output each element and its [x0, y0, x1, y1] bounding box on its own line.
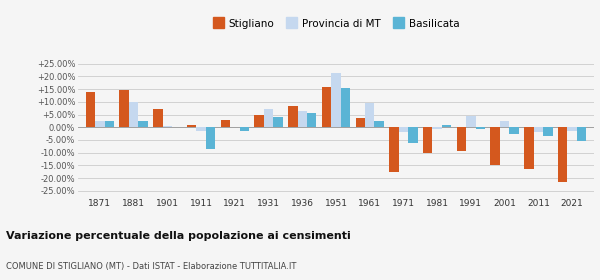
- Bar: [524, 127, 533, 169]
- Bar: [509, 127, 519, 134]
- Bar: [95, 121, 104, 127]
- Bar: [423, 127, 433, 153]
- Bar: [163, 126, 172, 127]
- Bar: [86, 92, 95, 127]
- Bar: [288, 106, 298, 127]
- Bar: [365, 103, 374, 127]
- Bar: [221, 120, 230, 127]
- Text: Variazione percentuale della popolazione ai censimenti: Variazione percentuale della popolazione…: [6, 231, 351, 241]
- Bar: [408, 127, 418, 143]
- Bar: [399, 127, 408, 132]
- Bar: [457, 127, 466, 151]
- Bar: [322, 87, 331, 127]
- Bar: [196, 127, 206, 131]
- Bar: [264, 109, 273, 127]
- Bar: [104, 121, 114, 127]
- Bar: [153, 109, 163, 127]
- Bar: [129, 102, 139, 127]
- Bar: [433, 127, 442, 129]
- Bar: [356, 118, 365, 127]
- Bar: [442, 125, 451, 127]
- Bar: [568, 127, 577, 131]
- Bar: [239, 127, 249, 131]
- Bar: [500, 121, 509, 127]
- Bar: [341, 88, 350, 127]
- Bar: [466, 116, 476, 127]
- Bar: [139, 121, 148, 127]
- Bar: [577, 127, 586, 141]
- Bar: [273, 117, 283, 127]
- Bar: [331, 73, 341, 127]
- Bar: [543, 127, 553, 136]
- Bar: [476, 127, 485, 129]
- Bar: [389, 127, 399, 172]
- Bar: [374, 121, 384, 127]
- Bar: [187, 125, 196, 127]
- Bar: [298, 111, 307, 127]
- Bar: [533, 127, 543, 132]
- Bar: [254, 115, 264, 127]
- Legend: Stigliano, Provincia di MT, Basilicata: Stigliano, Provincia di MT, Basilicata: [212, 19, 460, 29]
- Text: COMUNE DI STIGLIANO (MT) - Dati ISTAT - Elaborazione TUTTITALIA.IT: COMUNE DI STIGLIANO (MT) - Dati ISTAT - …: [6, 262, 296, 271]
- Bar: [307, 113, 316, 127]
- Bar: [206, 127, 215, 149]
- Bar: [558, 127, 568, 182]
- Bar: [119, 90, 129, 127]
- Bar: [490, 127, 500, 165]
